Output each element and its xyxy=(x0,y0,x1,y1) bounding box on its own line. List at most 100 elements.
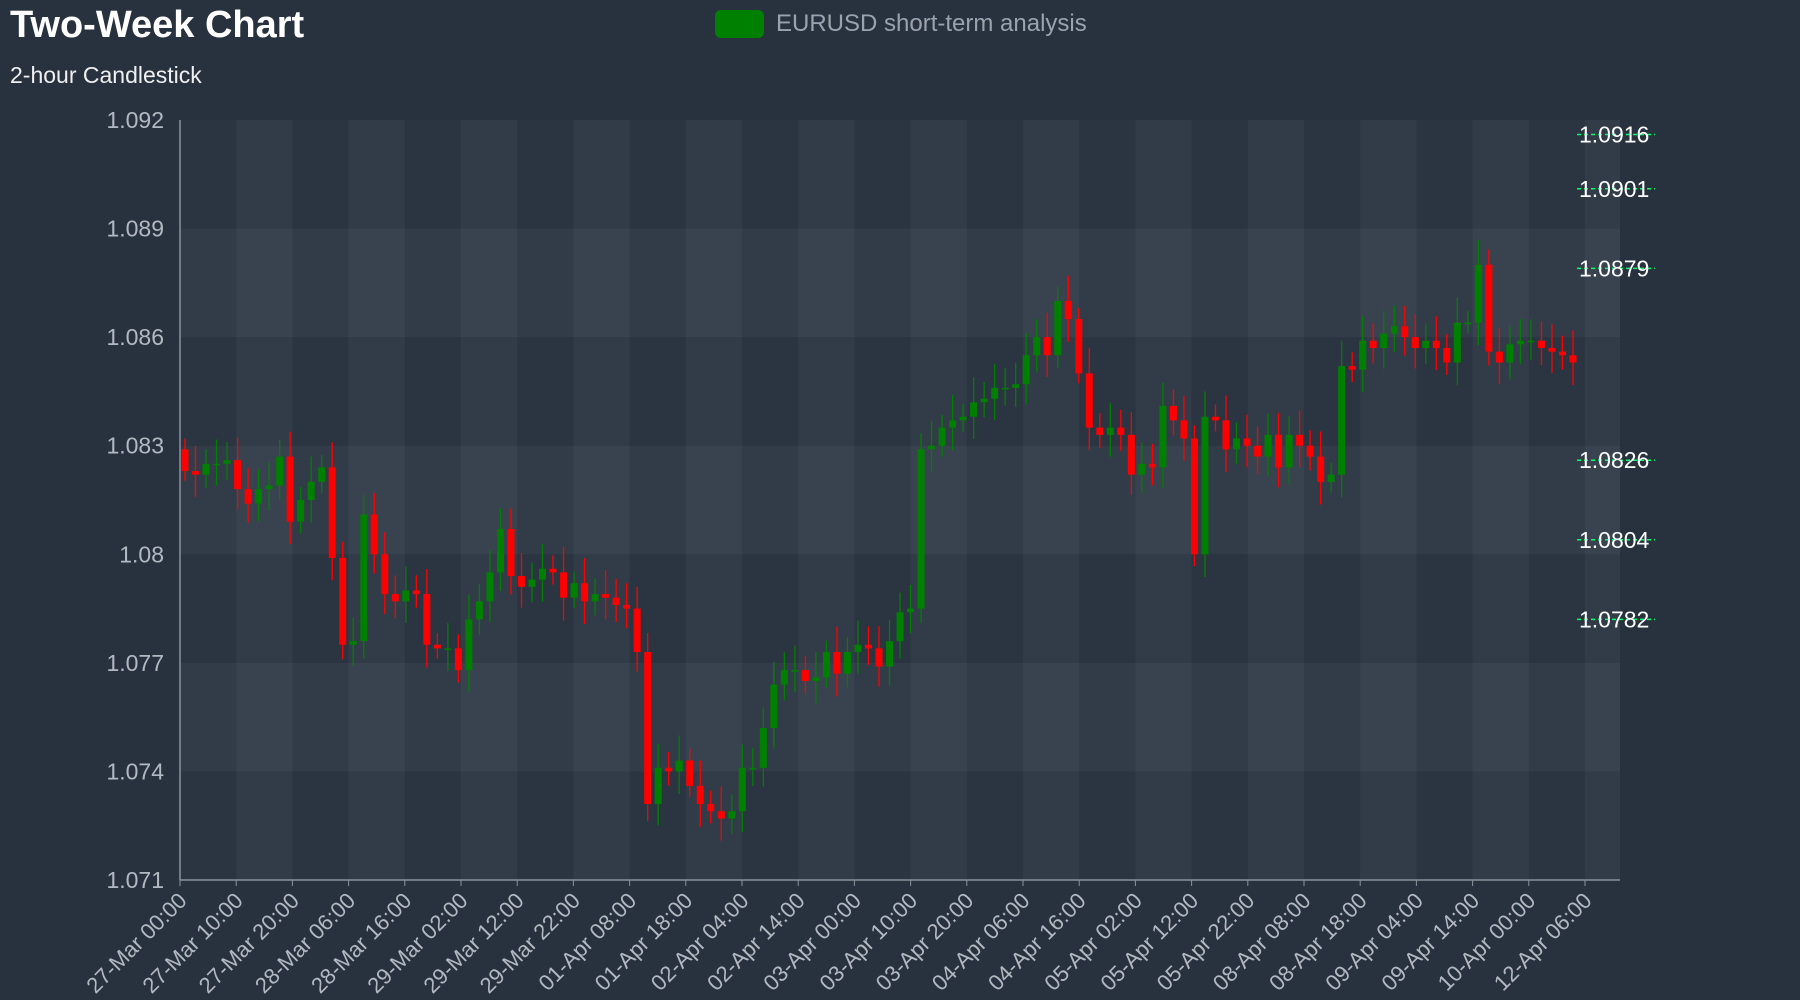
legend-label: EURUSD short-term analysis xyxy=(776,10,1087,37)
candle xyxy=(549,555,557,585)
band xyxy=(180,120,1620,229)
candle xyxy=(938,414,946,458)
candle xyxy=(959,403,967,432)
candle xyxy=(707,790,715,824)
candle xyxy=(213,439,221,486)
candle xyxy=(1201,391,1209,578)
candle-body xyxy=(381,554,389,595)
candle xyxy=(896,592,904,659)
candle xyxy=(370,493,378,574)
candle-body xyxy=(749,767,757,770)
chart-subtitle: 2-hour Candlestick xyxy=(10,62,202,88)
candle xyxy=(486,549,494,622)
candle xyxy=(286,431,294,545)
candle-body xyxy=(738,767,746,812)
candle-body xyxy=(234,460,242,490)
candle-body xyxy=(1390,326,1398,334)
candle-body xyxy=(1033,337,1041,356)
candle-body xyxy=(349,641,357,645)
candle-body xyxy=(486,572,494,602)
candle xyxy=(1033,318,1041,372)
candle-body xyxy=(1380,333,1388,348)
candle xyxy=(1233,422,1241,464)
candle xyxy=(1159,382,1167,489)
candle xyxy=(1127,412,1135,495)
candle-body xyxy=(192,471,200,475)
candle-body xyxy=(970,402,978,417)
candle xyxy=(1548,324,1556,373)
candle-body xyxy=(1148,463,1156,468)
candle-body xyxy=(276,456,284,486)
candle-body xyxy=(360,514,368,642)
candle xyxy=(1443,334,1451,375)
y-tick-label: 1.08 xyxy=(119,541,164,567)
candle-body xyxy=(644,652,652,804)
level-label: 1.0782 xyxy=(1579,606,1649,632)
candle xyxy=(1148,443,1156,486)
y-tick-label: 1.077 xyxy=(106,650,164,676)
candle xyxy=(181,438,189,481)
candle-body xyxy=(1495,351,1503,363)
candle-body xyxy=(1275,434,1283,468)
candle-body xyxy=(1075,319,1083,374)
column-shade xyxy=(1360,120,1416,880)
candle xyxy=(623,583,631,629)
candle-body xyxy=(633,608,641,652)
candle xyxy=(1527,319,1535,361)
band xyxy=(180,228,1620,338)
candle xyxy=(1190,425,1198,567)
candle xyxy=(928,420,936,472)
candle-body xyxy=(949,420,957,428)
column-shade xyxy=(686,120,742,880)
legend[interactable]: EURUSD short-term analysis xyxy=(715,10,1087,38)
candle-body xyxy=(244,489,252,504)
candle xyxy=(1296,410,1304,468)
candle-body xyxy=(402,590,410,602)
candle xyxy=(223,442,231,481)
candle-body xyxy=(612,597,620,605)
candle xyxy=(1422,323,1430,364)
legend-swatch xyxy=(715,10,764,38)
column-shade xyxy=(1135,120,1191,880)
candle xyxy=(1022,332,1030,405)
candle xyxy=(318,454,326,494)
candle-body xyxy=(1264,434,1272,457)
candle xyxy=(770,661,778,749)
candle-body xyxy=(1117,427,1125,435)
candle-body xyxy=(539,568,547,580)
candle xyxy=(801,655,809,694)
candle-body xyxy=(822,652,830,678)
candle xyxy=(1096,413,1104,448)
candle xyxy=(1474,239,1482,346)
candle-body xyxy=(1348,366,1356,370)
candle-body xyxy=(686,760,694,786)
candle xyxy=(581,558,589,624)
candle-body xyxy=(980,398,988,403)
candle-body xyxy=(665,767,673,772)
candle-body xyxy=(265,485,273,490)
candle-body xyxy=(1558,351,1566,356)
candle xyxy=(728,794,736,834)
candle xyxy=(1075,307,1083,384)
candle xyxy=(917,433,925,624)
candle xyxy=(665,752,673,786)
candle-body xyxy=(560,572,568,598)
candle-body xyxy=(991,387,999,399)
candle xyxy=(1012,363,1020,407)
candle-body xyxy=(181,449,189,472)
candle-body xyxy=(1317,456,1325,482)
candle-body xyxy=(255,489,263,504)
candle xyxy=(949,395,957,451)
candle-body xyxy=(875,648,883,667)
candle xyxy=(1506,325,1514,380)
candle xyxy=(539,544,547,602)
column-shade xyxy=(1023,120,1079,880)
candle-body xyxy=(843,652,851,674)
candle-body xyxy=(433,644,441,649)
candle xyxy=(1464,311,1472,334)
candle-body xyxy=(886,641,894,667)
candle xyxy=(349,617,357,666)
candle-body xyxy=(1190,438,1198,555)
level-label: 1.0916 xyxy=(1579,121,1649,147)
candle-body xyxy=(1243,438,1251,446)
